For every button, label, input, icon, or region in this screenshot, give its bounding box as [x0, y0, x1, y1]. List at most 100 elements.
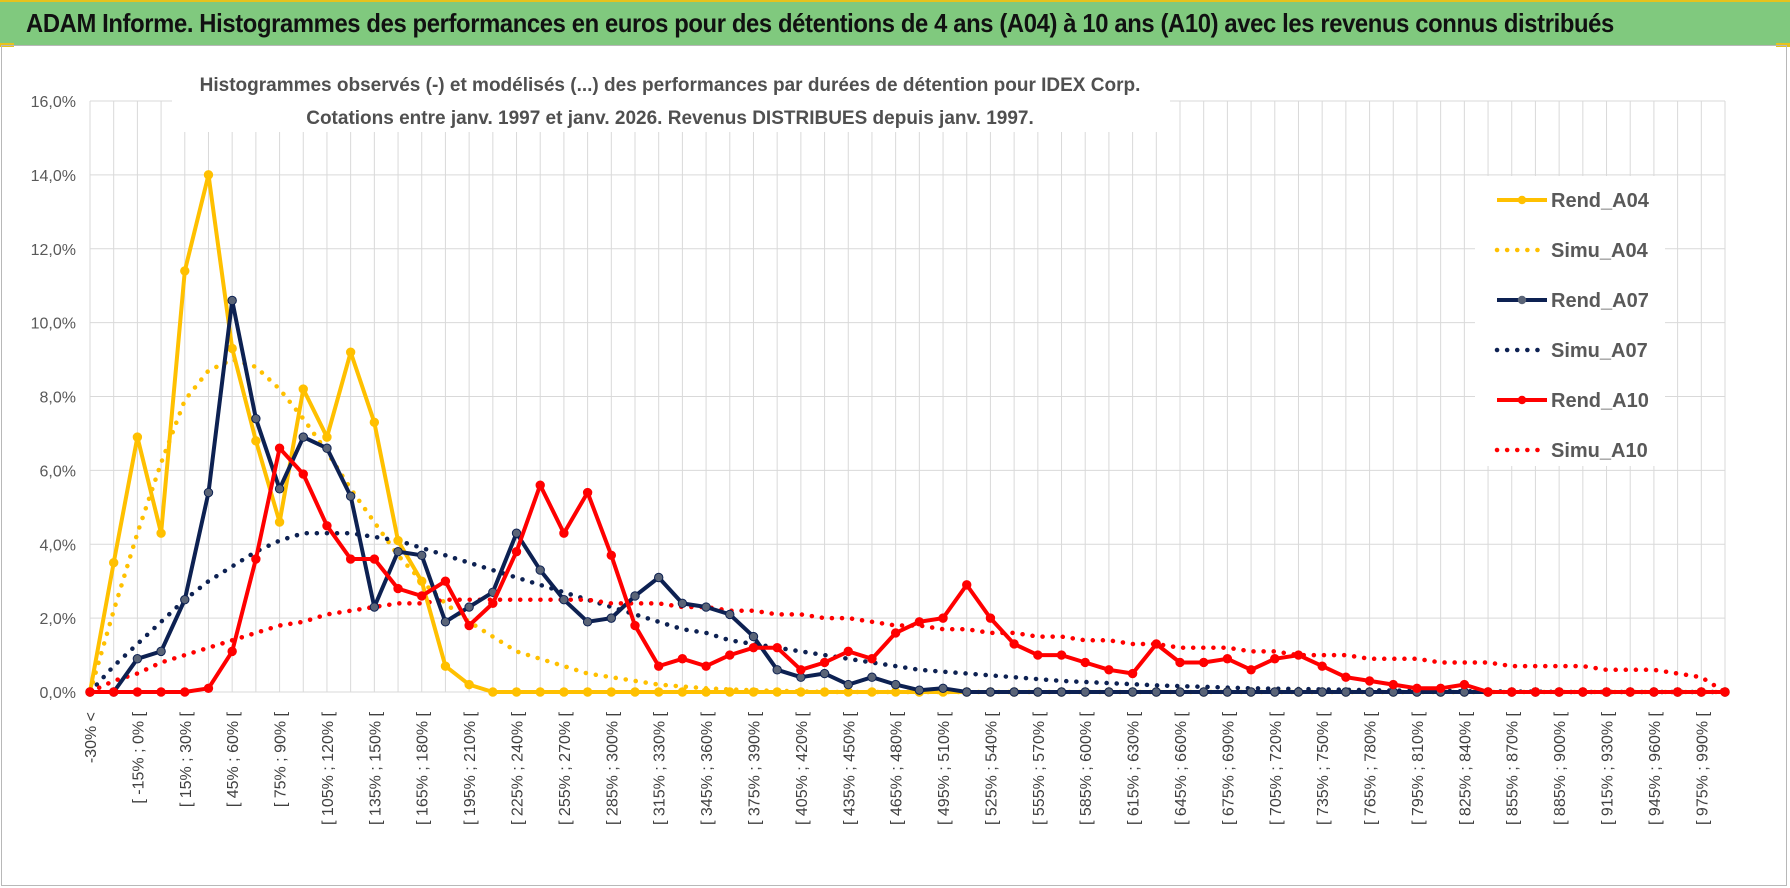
data-point-Rend_A07 [203, 487, 214, 498]
data-point-Rend_A07 [535, 565, 545, 575]
data-point-Rend_A07 [298, 432, 308, 442]
data-point-Rend_A07 [701, 602, 711, 612]
data-point-Rend_A04 [677, 687, 688, 697]
data-point-Rend_A10 [677, 654, 688, 664]
data-point-Rend_A10 [1246, 665, 1256, 675]
chart-title-line-2: Cotations entre janv. 1997 et janv. 2026… [306, 108, 1034, 129]
data-point-Rend_A04 [132, 432, 143, 442]
data-point-Rend_A10 [464, 620, 474, 631]
x-tick-label: [ 615% ; 630% [ [1126, 711, 1143, 825]
data-point-Rend_A10 [772, 642, 782, 653]
x-tick-label: [ 375% ; 390% [ [746, 711, 763, 825]
x-tick-label: [ 525% ; 540% [ [983, 711, 1000, 825]
data-point-Rend_A10 [748, 642, 759, 653]
data-point-Rend_A04 [819, 687, 830, 697]
data-point-Rend_A07 [867, 672, 877, 682]
data-point-Rend_A10 [819, 657, 830, 668]
data-point-Rend_A10 [701, 661, 711, 671]
data-point-Rend_A10 [914, 617, 925, 627]
x-tick-label: [ 315% ; 330% [ [652, 711, 669, 825]
x-tick-label: [ 255% ; 270% [ [557, 711, 574, 825]
y-tick-label: 6,0% [40, 463, 76, 480]
data-point-Rend_A07 [772, 665, 782, 675]
legend-item-Simu_A04: Simu_A04 [1494, 240, 1649, 262]
data-point-Rend_A07 [819, 668, 830, 679]
data-point-Rend_A07 [630, 591, 640, 601]
y-tick-label: 0,0% [40, 685, 76, 702]
data-point-Rend_A10 [1104, 665, 1114, 675]
data-point-Rend_A07 [1151, 687, 1162, 697]
data-point-Rend_A04 [559, 687, 569, 697]
data-point-Rend_A10 [1009, 639, 1019, 649]
x-tick-label: [ 675% ; 690% [ [1220, 711, 1237, 825]
x-tick-label: [ 645% ; 660% [ [1173, 711, 1190, 825]
legend-label: Simu_A07 [1551, 340, 1648, 362]
data-point-Rend_A07 [132, 654, 143, 664]
data-point-Rend_A10 [1198, 657, 1209, 668]
data-point-Rend_A07 [1056, 687, 1067, 697]
data-point-Rend_A07 [985, 687, 996, 697]
series-Rend_A10 [85, 443, 1730, 697]
data-point-Rend_A10 [1222, 654, 1233, 664]
data-point-Rend_A10 [417, 591, 427, 601]
data-point-Rend_A07 [677, 598, 688, 609]
data-point-Rend_A04 [298, 384, 308, 394]
data-point-Rend_A10 [322, 521, 332, 531]
data-point-Rend_A07 [322, 443, 332, 453]
data-point-Rend_A10 [1388, 679, 1398, 690]
data-point-Rend_A04 [701, 687, 711, 697]
x-tick-label: [ 495% ; 510% [ [936, 711, 953, 825]
chart-series [85, 170, 1730, 697]
data-point-Rend_A04 [227, 343, 237, 354]
data-point-Rend_A07 [1270, 687, 1280, 697]
chart-title-line-1: Histogrammes observés (-) et modélisés (… [200, 75, 1141, 96]
data-point-Rend_A10 [1127, 668, 1138, 679]
x-tick-label: [ 105% ; 120% [ [320, 711, 337, 825]
data-point-Rend_A10 [369, 554, 380, 564]
legend-box [1475, 176, 1665, 466]
x-tick-label: [ 165% ; 180% [ [415, 711, 432, 825]
data-point-Rend_A10 [1317, 661, 1327, 671]
data-point-Rend_A07 [962, 687, 972, 697]
data-point-Rend_A10 [985, 613, 996, 623]
series-Rend_A07 [85, 295, 1730, 697]
chart-legend: Rend_A04 Simu_A04 Rend_A07 Simu_A07 Rend_A10… [1475, 176, 1665, 466]
data-point-Rend_A10 [1412, 683, 1422, 694]
data-point-Rend_A10 [962, 580, 972, 590]
legend-item-Rend_A07: Rend_A07 [1497, 290, 1649, 312]
data-point-Rend_A10 [1625, 687, 1635, 697]
data-point-Rend_A07 [890, 679, 901, 690]
x-tick-label: [ 825% ; 840% [ [1457, 711, 1474, 825]
data-point-Rend_A10 [867, 654, 877, 664]
legend-marker [1517, 395, 1527, 405]
data-point-Rend_A10 [1435, 683, 1446, 694]
data-point-Rend_A07 [559, 594, 569, 605]
data-point-Rend_A10 [582, 487, 593, 498]
y-tick-label: 12,0% [31, 242, 76, 259]
data-point-Rend_A10 [85, 687, 95, 697]
data-point-Rend_A10 [1507, 687, 1517, 697]
data-point-Rend_A10 [440, 576, 451, 586]
data-point-Rend_A04 [464, 679, 474, 690]
data-point-Rend_A10 [1530, 687, 1541, 697]
x-tick-label: [ 465% ; 480% [ [889, 711, 906, 825]
data-point-Rend_A10 [1672, 687, 1683, 697]
x-tick-label: -30% < [83, 712, 100, 763]
data-point-Rend_A04 [203, 170, 214, 180]
series-Simu_A07 [87, 530, 1728, 695]
y-tick-label: 16,0% [31, 94, 76, 111]
data-point-Rend_A10 [132, 687, 143, 697]
y-tick-label: 14,0% [31, 168, 76, 185]
data-point-Rend_A07 [345, 491, 356, 501]
legend-item-Rend_A04: Rend_A04 [1497, 190, 1650, 212]
data-point-Rend_A10 [180, 687, 190, 697]
data-point-Rend_A07 [914, 685, 925, 695]
data-point-Rend_A10 [1696, 687, 1707, 697]
x-tick-label: [ 435% ; 450% [ [841, 711, 858, 825]
data-point-Rend_A07 [606, 613, 617, 623]
data-point-Rend_A07 [1080, 687, 1090, 697]
data-point-Rend_A04 [440, 661, 451, 671]
data-point-Rend_A07 [1317, 687, 1327, 697]
data-point-Rend_A04 [511, 687, 522, 697]
data-point-Rend_A07 [1175, 687, 1185, 697]
